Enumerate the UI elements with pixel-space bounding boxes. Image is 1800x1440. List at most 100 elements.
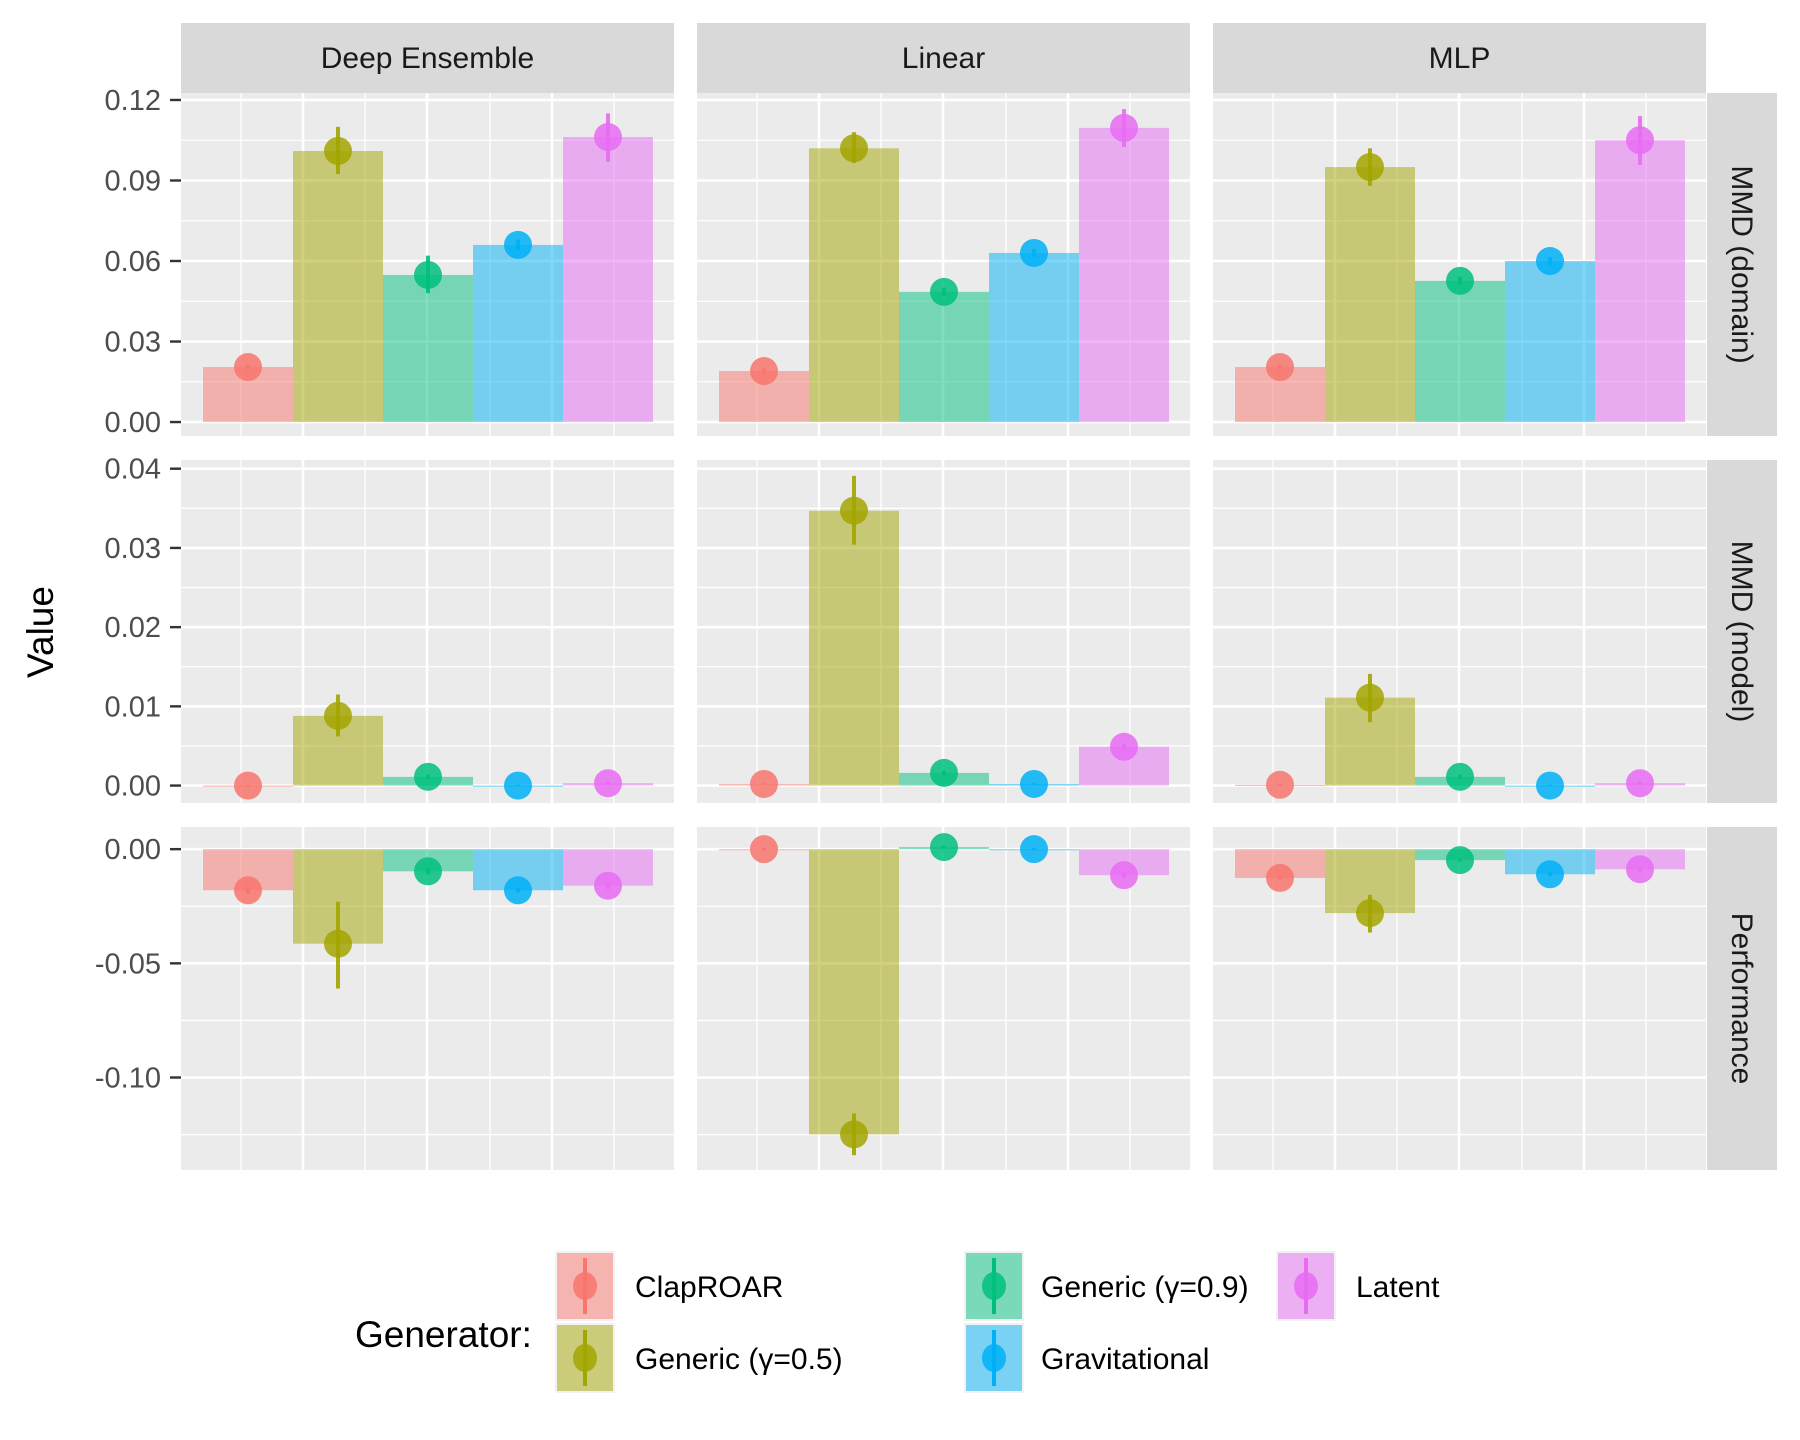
legend-label: Generic (γ=0.5): [635, 1343, 843, 1376]
data-point: [414, 762, 442, 791]
data-point: [1266, 770, 1294, 799]
data-point: [930, 833, 958, 862]
data-point: [324, 701, 352, 730]
legend-label: Gravitational: [1041, 1343, 1209, 1376]
legend: Generator: ClapROAR Generic (γ=0.5) Generi…: [355, 1251, 1440, 1393]
panel-marks: [719, 475, 1169, 798]
legend-item: Gravitational: [964, 1323, 1209, 1393]
data-point: [1266, 353, 1294, 382]
data-point: [750, 835, 778, 864]
y-tick-label: 0.03: [105, 327, 161, 359]
data-point: [1356, 683, 1384, 712]
data-point: [1446, 846, 1474, 875]
panel-marks: [719, 109, 1169, 423]
bar: [1325, 167, 1415, 423]
y-tick-label: 0.03: [105, 533, 161, 565]
legend-items: ClapROAR Generic (γ=0.5) Generic (γ=0.9) Gr…: [555, 1251, 1440, 1393]
y-tick-label: 0.00: [105, 771, 161, 803]
data-point: [504, 876, 532, 905]
legend-label: Latent: [1356, 1271, 1440, 1304]
legend-key-point: [573, 1272, 597, 1300]
column-strip: MLP: [1213, 23, 1706, 93]
data-point: [930, 277, 958, 306]
column-strip-label: Linear: [902, 42, 985, 75]
panel-marks: [1235, 116, 1685, 423]
data-point: [750, 769, 778, 798]
bar: [809, 849, 899, 1135]
bar: [383, 274, 473, 423]
y-axis: 0.00 -0.05 -0.10: [95, 834, 181, 1095]
data-point: [1020, 238, 1048, 267]
panel-marks: [203, 849, 653, 989]
legend-key-point: [982, 1272, 1006, 1300]
bar: [899, 291, 989, 423]
panel-marks: [203, 694, 653, 800]
panel: [181, 460, 674, 803]
data-point: [1110, 861, 1138, 890]
column-strip: Deep Ensemble: [181, 23, 674, 93]
panels-layer: [181, 93, 1706, 1170]
data-point: [414, 857, 442, 886]
data-point: [1536, 771, 1564, 800]
row-strip-bg: [1707, 460, 1777, 803]
data-point: [840, 496, 868, 525]
legend-label: ClapROAR: [635, 1271, 783, 1304]
data-point: [594, 769, 622, 798]
legend-item: Latent: [1276, 1251, 1440, 1321]
bar: [989, 252, 1079, 423]
data-point: [324, 929, 352, 958]
y-axis-title: Value: [20, 586, 61, 678]
legend-title: Generator:: [355, 1314, 532, 1355]
y-axes: 0.00 0.03 0.06 0.09 0.12 0.00 0.01 0.02 0.03 0.04…: [95, 85, 181, 1095]
bar: [293, 150, 383, 423]
column-strip-bg: [1213, 23, 1706, 93]
panel: [1213, 827, 1706, 1170]
bar: [1505, 261, 1595, 423]
column-strip-bg: [181, 23, 674, 93]
row-strip-label: MMD (model): [1725, 541, 1758, 723]
data-point: [1446, 762, 1474, 791]
bar: [1415, 280, 1505, 423]
y-tick-label: 0.00: [105, 834, 161, 866]
y-tick-label: 0.09: [105, 165, 161, 197]
column-strip-label: Deep Ensemble: [321, 42, 534, 75]
data-point: [1446, 266, 1474, 295]
panel: [1213, 460, 1706, 803]
data-point: [840, 134, 868, 163]
y-tick-label: 0.02: [105, 612, 161, 644]
row-strip-label: Performance: [1725, 913, 1758, 1085]
column-strips: Deep Ensemble Linear MLP: [181, 23, 1706, 93]
data-point: [594, 871, 622, 900]
row-strip-bg: [1707, 93, 1777, 436]
bar: [1595, 140, 1685, 423]
data-point: [750, 357, 778, 386]
y-tick-label: 0.12: [105, 85, 161, 117]
y-axis: 0.00 0.03 0.06 0.09 0.12: [105, 85, 181, 439]
bar: [563, 137, 653, 423]
legend-key-point: [1294, 1272, 1318, 1300]
legend-item: Generic (γ=0.9): [964, 1251, 1249, 1321]
panel-marks: [1235, 846, 1685, 933]
data-point: [1626, 769, 1654, 798]
data-point: [324, 136, 352, 165]
y-tick-label: 0.01: [105, 691, 161, 723]
data-point: [1356, 899, 1384, 928]
data-point: [1626, 126, 1654, 155]
data-point: [1536, 247, 1564, 276]
bar: [1079, 127, 1169, 423]
legend-key-point: [982, 1344, 1006, 1372]
legend-item: Generic (γ=0.5): [555, 1323, 843, 1393]
row-strip-bg: [1707, 827, 1777, 1170]
bar: [809, 510, 899, 786]
y-tick-label: 0.04: [105, 454, 161, 486]
data-point: [234, 876, 262, 905]
column-strip-label: MLP: [1429, 42, 1491, 75]
data-point: [1020, 835, 1048, 864]
data-point: [504, 771, 532, 800]
row-strip: MMD (domain): [1707, 93, 1777, 436]
column-strip: Linear: [697, 23, 1190, 93]
y-tick-label: 0.00: [105, 407, 161, 439]
panel-marks: [1235, 673, 1685, 800]
y-tick-label: -0.10: [95, 1063, 161, 1095]
